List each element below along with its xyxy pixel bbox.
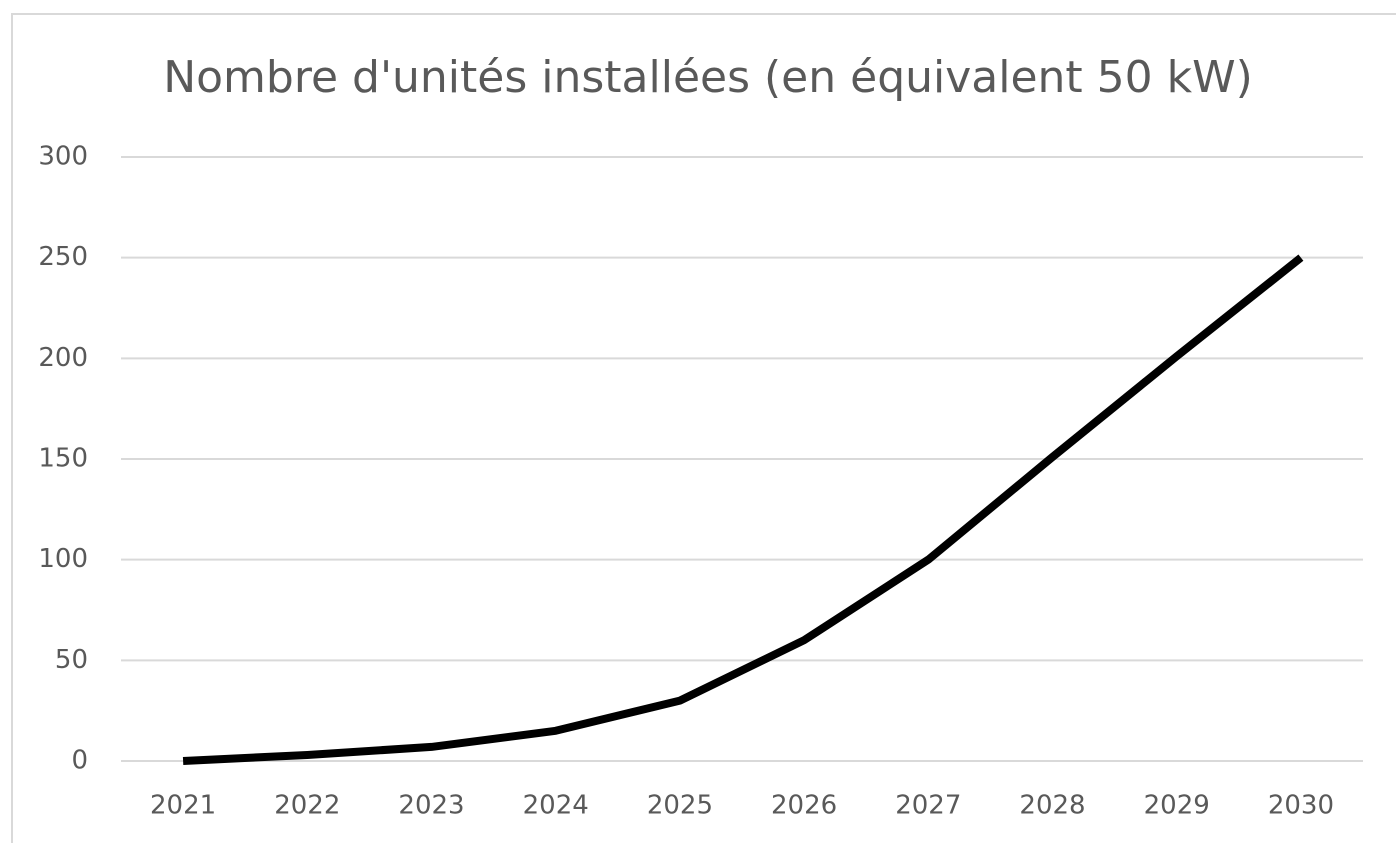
chart-title: Nombre d'unités installées (en équivalen… — [163, 52, 1253, 103]
x-tick-label: 2022 — [274, 791, 340, 821]
x-tick-label: 2024 — [523, 791, 589, 821]
x-tick-label: 2028 — [1019, 791, 1085, 821]
y-tick-label: 300 — [38, 142, 88, 172]
y-tick-label: 0 — [71, 746, 88, 776]
y-tick-label: 100 — [38, 544, 88, 574]
data-line — [182, 254, 1304, 765]
y-tick-label: 200 — [38, 343, 88, 373]
x-tick-label: 2023 — [398, 791, 464, 821]
x-tick-label: 2029 — [1144, 791, 1210, 821]
x-tick-label: 2021 — [150, 791, 216, 821]
y-tick-label: 150 — [38, 444, 88, 474]
x-tick-label: 2025 — [647, 791, 713, 821]
x-tick-label: 2030 — [1268, 791, 1334, 821]
x-tick-label: 2026 — [771, 791, 837, 821]
x-tick-label: 2027 — [895, 791, 961, 821]
chart-frame — [11, 13, 1396, 847]
y-tick-label: 250 — [38, 242, 88, 272]
y-tick-label: 50 — [55, 645, 88, 675]
